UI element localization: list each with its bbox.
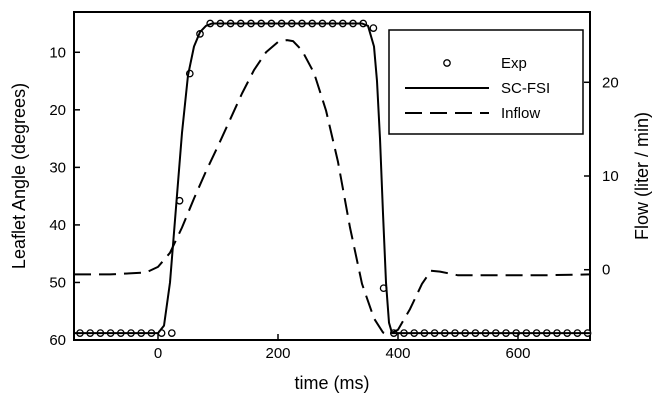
legend-label-inflow: Inflow (501, 105, 540, 122)
inflow-line (74, 39, 591, 336)
y-right-tick-label: 0 (602, 262, 610, 279)
x-axis-title: time (ms) (295, 373, 370, 393)
y-left-tick-label: 50 (49, 274, 66, 291)
legend-label-sc-fsi: SC-FSI (501, 80, 550, 97)
x-tick-label: 200 (265, 345, 290, 362)
legend-box (388, 29, 584, 135)
y-axis-right-title: Flow (liter / min) (632, 112, 652, 240)
sc-fsi-line (74, 22, 590, 335)
legend-label-exp: Exp (501, 55, 527, 72)
legend: Exp SC-FSI Inflow (388, 29, 584, 135)
x-tick-label: 0 (154, 345, 162, 362)
y-right-tick-label: 10 (602, 168, 619, 185)
y-left-tick-label: 30 (49, 159, 66, 176)
x-tick-label: 600 (505, 345, 530, 362)
plot-series-group (74, 19, 592, 337)
exp-point (167, 329, 176, 337)
y-right-tick-label: 20 (602, 74, 619, 91)
y-axis-left-title: Leaflet Angle (degrees) (9, 83, 29, 269)
y-left-tick-label: 10 (49, 44, 66, 61)
x-tick-label: 400 (385, 345, 410, 362)
exp-point (369, 24, 378, 32)
legend-exp-marker (443, 59, 451, 67)
y-left-tick-label: 60 (49, 332, 66, 349)
y-left-tick-label: 20 (49, 102, 66, 119)
y-left-tick-label: 40 (49, 217, 66, 234)
